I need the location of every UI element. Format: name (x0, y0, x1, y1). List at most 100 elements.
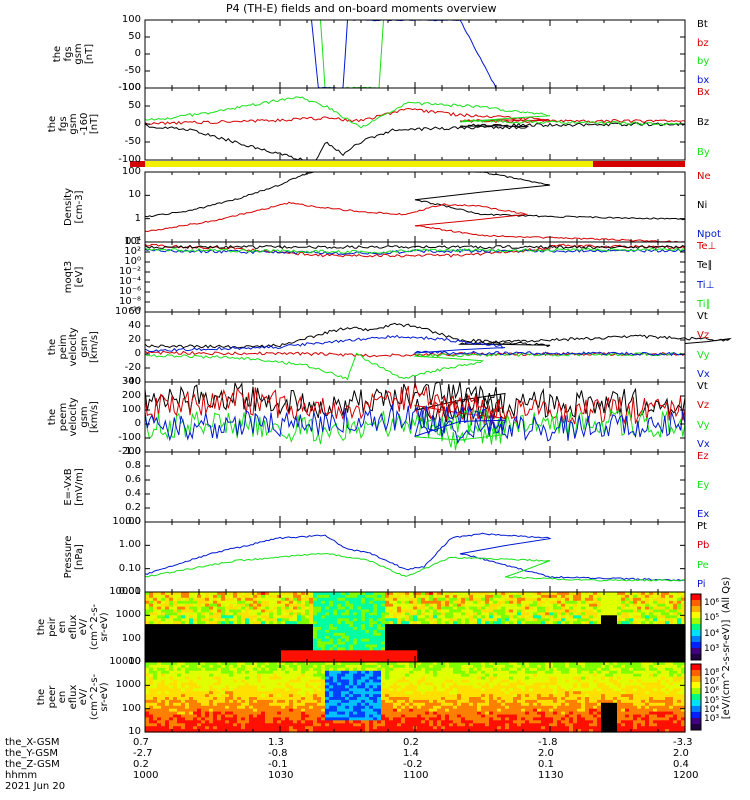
y-tick-label: 10 (128, 656, 141, 667)
legend-label-pe: Pe (697, 559, 709, 571)
legend-label-ne: Ne (697, 171, 711, 182)
series-the-peem-velocity-gsm-km-s--vy (144, 409, 686, 451)
spectrogram-the-peir-en-eflux (145, 592, 686, 663)
panel-frame-pressure (144, 521, 686, 593)
colorbar-tick: 10⁴ (704, 704, 720, 715)
series-density-cm-3--ni (144, 171, 686, 221)
y-axis-label-line: [nT] (83, 43, 95, 65)
panel-frame-fgs (144, 19, 686, 89)
colorbar-label: [eV/(cm^2-s-sr-eV)] (All Qs) (721, 576, 732, 720)
y-tick-label: 100 (121, 702, 141, 714)
legend-label-vy: Vy (697, 349, 710, 361)
series-the-fgs-gsm-160-nt--bx (144, 107, 686, 125)
y-tick-label: 10⁰ (124, 256, 141, 267)
mode-bar (130, 161, 685, 167)
y-axis-label-line: [eV] (73, 266, 84, 288)
colorbar-tick: 10⁶ (704, 598, 720, 608)
legend-label-ez: Ez (697, 451, 709, 462)
y-tick-label: 40 (128, 320, 141, 331)
x-axis-value: -0.1 (268, 759, 288, 770)
x-axis-value: 0.7 (133, 737, 149, 748)
y-axis-label-line: the (46, 338, 58, 356)
series-the-peim-velocity-gsm-km-s--vt (144, 322, 732, 349)
x-axis-value: -3.3 (673, 737, 693, 748)
legend-label-bt: Bt (697, 19, 708, 30)
y-tick-label: 10 (128, 189, 141, 201)
x-axis-row-label: the_Z-GSM (5, 759, 60, 770)
panel-frame-efield (144, 451, 686, 523)
y-axis-label-line: moqt3 (62, 260, 74, 294)
y-tick-label: 20 (128, 334, 141, 345)
y-tick-label: -40 (124, 376, 141, 387)
y-tick-label: 10² (124, 246, 141, 257)
y-tick-label: -100 (118, 154, 141, 165)
panel-frame-temp (144, 241, 686, 313)
spectrogram-the-peer-en-eflux (145, 662, 686, 733)
y-tick-label: 100 (121, 632, 141, 644)
series-density-cm-3--ne (144, 201, 686, 243)
y-tick-label: 50 (128, 100, 141, 111)
y-tick-label: 60 (128, 306, 141, 317)
colorbar-upper (690, 593, 702, 661)
y-axis-label: moqt3 [eV] (62, 247, 85, 307)
y-axis-label-line: [nT] (88, 113, 100, 135)
y-axis-label-line: sr-eV) (99, 682, 111, 712)
y-axis-label-line: the (46, 115, 58, 133)
x-axis-value: 0.2 (403, 737, 419, 748)
panel-frame-density (144, 171, 686, 243)
legend-label-vy: Vy (697, 419, 710, 431)
series-the-peem-velocity-gsm-km-s--vz (144, 382, 686, 426)
y-tick-label: -50 (124, 65, 141, 76)
colorbar-tick: 10³ (704, 644, 720, 654)
legend-label-bx: bx (697, 75, 710, 86)
x-axis-row-label: hhmm (5, 770, 38, 781)
y-tick-label: 200 (121, 390, 141, 401)
y-tick-label: 100 (121, 166, 141, 177)
y-axis-label: Density [cm-3] (62, 177, 85, 237)
x-axis-value: -0.8 (268, 748, 288, 759)
y-tick-label: 10 (128, 726, 141, 737)
legend-label-te∥: Te∥ (697, 260, 713, 272)
legend-label-bz: Bz (697, 117, 710, 128)
y-tick-label: 0 (134, 118, 141, 129)
colorbar-tick: 10⁶ (704, 686, 720, 697)
y-tick-label: 0.1 (125, 236, 141, 247)
y-tick-label: 10⁻⁶ (118, 286, 141, 297)
x-axis-value: 1130 (538, 770, 564, 781)
y-tick-label: 0.01 (118, 586, 141, 597)
x-axis-value: 1.3 (268, 737, 284, 748)
y-axis-label: E=-VxB [mV/m] (62, 457, 85, 517)
legend-label-by: By (697, 147, 710, 158)
colorbar-tick: 10⁵ (704, 695, 720, 706)
legend-label-ey: Ey (697, 480, 710, 491)
colorbar-tick: 10⁴ (704, 628, 720, 639)
colorbar-lower (690, 663, 702, 731)
legend-label-vx: Vx (697, 439, 710, 450)
y-axis-label-line: gsm (73, 43, 84, 65)
y-axis-label: the peir en eflux eV/(cm^2-s-sr-eV) (36, 597, 111, 657)
x-axis-value: 0.2 (133, 759, 149, 770)
y-tick-label: 1000 (115, 609, 141, 621)
y-axis-label-line: Density (62, 187, 74, 227)
y-axis-label: the fgs gsm [nT] (52, 24, 95, 84)
series-moqt3-ev--ti∥ (144, 247, 686, 255)
legend-label-ti∥: Ti∥ (697, 299, 711, 310)
y-axis-label-line: velocity (67, 397, 79, 437)
y-axis-label-line: velocity (67, 327, 79, 367)
y-tick-label: 1000 (115, 679, 141, 691)
y-tick-label: 0.4 (125, 488, 141, 499)
y-tick-label: 0.6 (125, 474, 141, 485)
y-tick-label: -200 (118, 446, 141, 457)
legend-label-by: by (697, 56, 710, 68)
y-axis-label-line: E=-VxB (62, 468, 74, 506)
legend-label-pi: Pi (697, 579, 706, 590)
x-axis-value: 0.4 (673, 759, 689, 770)
y-axis-label: the fgs gsm -160 [nT] (46, 94, 101, 154)
y-axis-label-line: gsm (67, 113, 79, 135)
legend-label-vt: Vt (697, 381, 708, 392)
y-tick-label: 1.0 (125, 446, 141, 457)
y-tick-label: 100 (121, 404, 141, 415)
y-tick-label: -20 (124, 362, 141, 373)
colorbar-tick: 10⁸ (704, 668, 720, 678)
